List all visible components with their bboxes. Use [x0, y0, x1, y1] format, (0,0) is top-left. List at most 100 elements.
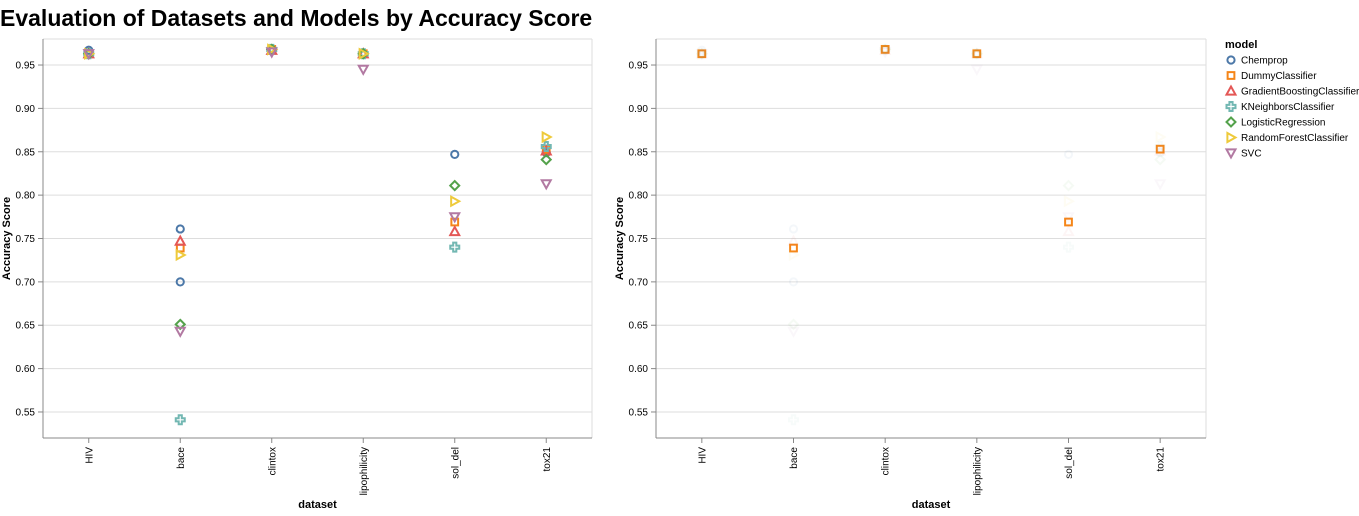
data-point-logisticregression [970, 47, 983, 60]
data-point-svc [787, 326, 800, 338]
data-point-randomforestclassifier [541, 130, 553, 144]
data-point-randomforestclassifier [175, 248, 187, 262]
y-tick-label: 0.65 [629, 321, 649, 332]
data-point-chemprop [788, 224, 799, 234]
y-tick-label: 0.80 [629, 191, 649, 202]
data-point-svc [1062, 212, 1075, 224]
legend-label: RandomForestClassifier [1241, 133, 1349, 144]
legend-label: LogisticRegression [1241, 118, 1326, 129]
data-point-randomforestclassifier [358, 47, 370, 60]
data-point-logisticregression [448, 179, 461, 192]
y-tick-label: 0.95 [16, 61, 36, 72]
x-tick-label: sol_del [1064, 447, 1075, 479]
data-point-kneighborsclassifier [1063, 241, 1074, 253]
data-point-dummyclassifier [1155, 144, 1165, 154]
x-tick-label: bace [789, 447, 800, 469]
data-point-dummyclassifier [697, 49, 707, 59]
data-point-chemprop [1063, 149, 1074, 159]
y-tick-label: 0.85 [629, 147, 649, 158]
data-point-randomforestclassifier [788, 248, 801, 262]
data-point-svc [878, 47, 892, 59]
legend-label: Chemprop [1241, 56, 1288, 67]
x-tick-label: HIV [697, 447, 708, 464]
x-tick-label: tox21 [542, 447, 553, 472]
chart-panel-2: 0.55 0.60 0.65 0.70 0.75 0.80 0.85 0.90 0.95 HIV b… [614, 38, 1207, 511]
data-point-svc [695, 49, 709, 61]
data-point-kneighborsclassifier [696, 48, 708, 60]
x-tick-label: sol_del [450, 447, 461, 479]
data-point-logisticregression [1154, 153, 1167, 166]
legend-item[interactable]: SVC [1224, 148, 1262, 160]
data-point-gradientboostingclassifier [787, 234, 800, 246]
legend: model Chemprop DummyClassifier GradientBoos… [1224, 39, 1359, 160]
y-tick-label: 0.70 [16, 277, 36, 288]
x-tick-label: lipophilicity [359, 447, 370, 495]
page-title: Evaluation of Datasets and Models by Acc… [0, 5, 593, 31]
legend-symbol-chemprop [1226, 55, 1236, 65]
data-point-dummyclassifier [789, 243, 798, 253]
data-point-svc [265, 47, 278, 59]
data-point-logisticregression [1062, 179, 1075, 192]
data-point-randomforestclassifier [972, 47, 984, 60]
x-tick-label: clintox [267, 447, 278, 475]
data-point-svc [1153, 179, 1167, 191]
data-point-chemprop [788, 277, 799, 287]
legend-item[interactable]: DummyClassifier [1226, 71, 1318, 82]
y-tick-label: 0.55 [16, 407, 36, 418]
y-tick-label: 0.85 [16, 147, 36, 158]
x-tick-label: lipophilicity [972, 447, 983, 495]
legend-item[interactable]: KNeighborsClassifier [1225, 101, 1336, 113]
data-point-logisticregression [787, 318, 800, 331]
y-tick-label: 0.60 [16, 364, 36, 375]
legend-item[interactable]: LogisticRegression [1225, 116, 1326, 129]
legend-symbol-randomforestclassifier [1226, 131, 1238, 144]
data-point-dummyclassifier [1064, 217, 1073, 227]
x-tick-label: tox21 [1156, 447, 1167, 472]
data-point-gradientboostingclassifier [1062, 225, 1075, 237]
legend-label: DummyClassifier [1241, 71, 1317, 82]
x-axis-title: dataset [298, 499, 337, 511]
legend-label: SVC [1241, 149, 1262, 160]
legend-item[interactable]: RandomForestClassifier [1226, 131, 1349, 144]
data-point-logisticregression [540, 153, 553, 166]
legend-symbol-dummyclassifier [1226, 71, 1236, 80]
data-point-kneighborsclassifier [879, 43, 891, 55]
legend-item[interactable]: GradientBoostingClassifier [1224, 84, 1359, 98]
chart-panel-1: 0.55 0.60 0.65 0.70 0.75 0.80 0.85 0.90 0.95 HIV b… [1, 38, 593, 511]
data-point-dummyclassifier [880, 45, 890, 54]
data-point-randomforestclassifier [1063, 195, 1076, 208]
data-point-gradientboostingclassifier [878, 43, 892, 55]
legend-item[interactable]: Chemprop [1226, 55, 1288, 67]
y-tick-label: 0.95 [629, 61, 649, 72]
data-point-logisticregression [174, 318, 187, 331]
legend-symbol-gradientboostingclassifier [1224, 84, 1238, 96]
data-point-gradientboostingclassifier [174, 234, 187, 246]
y-tick-label: 0.90 [629, 104, 649, 115]
y-axis-title: Accuracy Score [614, 197, 626, 280]
y-tick-label: 0.65 [16, 321, 36, 332]
legend-label: GradientBoostingClassifier [1241, 87, 1359, 98]
legend-symbol-logisticregression [1225, 116, 1237, 128]
data-point-gradientboostingclassifier [970, 47, 984, 59]
y-tick-label: 0.70 [629, 277, 649, 288]
data-point-randomforestclassifier [697, 47, 709, 60]
x-tick-label: bace [176, 447, 187, 469]
y-tick-label: 0.55 [629, 407, 649, 418]
data-point-kneighborsclassifier [449, 241, 461, 253]
data-point-dummyclassifier [972, 49, 982, 59]
data-point-kneighborsclassifier [788, 414, 799, 426]
legend-title: model [1225, 39, 1257, 51]
data-point-chemprop [450, 149, 460, 159]
data-point-svc [357, 64, 370, 76]
y-tick-label: 0.75 [629, 234, 649, 245]
legend-symbol-kneighborsclassifier [1225, 101, 1237, 112]
y-tick-label: 0.80 [16, 191, 36, 202]
data-point-randomforestclassifier [880, 43, 892, 56]
data-point-chemprop [175, 277, 185, 287]
data-point-svc [174, 326, 187, 338]
y-tick-label: 0.60 [629, 364, 649, 375]
y-tick-label: 0.75 [16, 234, 36, 245]
x-axis-title: dataset [912, 499, 951, 511]
data-point-kneighborsclassifier [174, 414, 186, 426]
